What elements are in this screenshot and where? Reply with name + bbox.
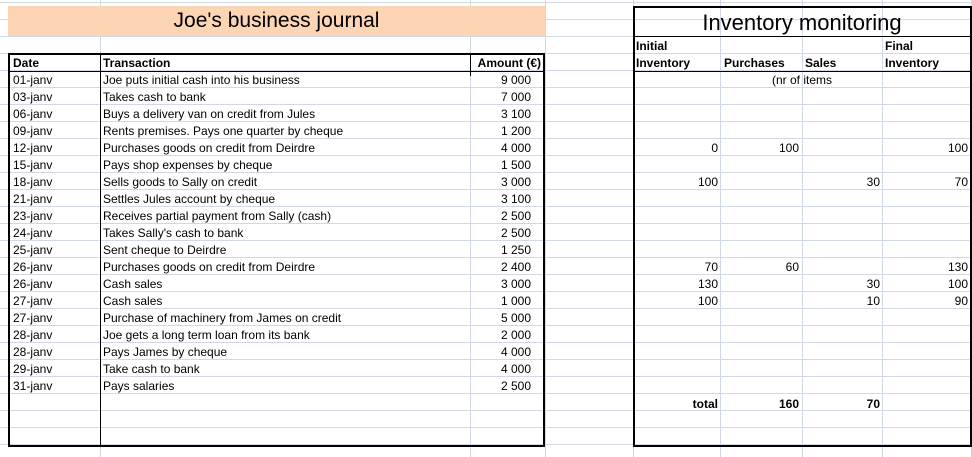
journal-cell-amount[interactable]: 2 500 (500, 379, 531, 393)
inventory-cell-initial[interactable]: 100 (697, 294, 718, 308)
journal-cell-amount[interactable]: 3 000 (500, 277, 531, 291)
inventory-cell-final[interactable]: 70 (954, 175, 968, 189)
journal-cell-date[interactable]: 26-janv (13, 277, 53, 291)
journal-cell-date[interactable]: 21-janv (13, 192, 53, 206)
inventory-header-initial-top[interactable]: Initial (636, 39, 668, 53)
inventory-cell-final[interactable]: 100 (947, 141, 968, 155)
journal-cell-amount[interactable]: 1 250 (500, 243, 531, 257)
journal-cell-transaction[interactable]: Take cash to bank (103, 362, 200, 376)
journal-cell-amount[interactable]: 4 000 (500, 345, 531, 359)
journal-cell-date[interactable]: 15-janv (13, 158, 53, 172)
journal-cell-amount[interactable]: 1 500 (500, 158, 531, 172)
inventory-cell-sales[interactable]: 10 (866, 294, 880, 308)
journal-header-transaction[interactable]: Transaction (103, 56, 171, 70)
journal-cell-date[interactable]: 29-janv (13, 362, 53, 376)
journal-cell-amount[interactable]: 2 000 (500, 328, 531, 342)
journal-column-divider-date (100, 54, 101, 446)
journal-cell-transaction[interactable]: Cash sales (103, 277, 163, 291)
inventory-cell-initial[interactable]: 130 (697, 277, 718, 291)
journal-cell-amount[interactable]: 4 000 (500, 141, 531, 155)
journal-title-background (8, 6, 545, 36)
journal-cell-amount[interactable]: 3 100 (500, 192, 531, 206)
journal-cell-amount[interactable]: 3 100 (500, 107, 531, 121)
inventory-cell-final[interactable]: 100 (947, 277, 968, 291)
journal-cell-date[interactable]: 09-janv (13, 124, 53, 138)
journal-cell-date[interactable]: 01-janv (13, 73, 53, 87)
journal-cell-amount[interactable]: 2 400 (500, 260, 531, 274)
journal-cell-amount[interactable]: 9 000 (500, 73, 531, 87)
journal-cell-transaction[interactable]: Pays James by cheque (103, 345, 228, 359)
inventory-cell-final[interactable]: 90 (954, 294, 968, 308)
journal-cell-amount[interactable]: 2 500 (500, 209, 531, 223)
journal-cell-transaction[interactable]: Joe gets a long term loan from its bank (103, 328, 310, 342)
journal-cell-date[interactable]: 27-janv (13, 311, 53, 325)
inventory-cell-initial[interactable]: 100 (697, 175, 718, 189)
journal-cell-date[interactable]: 31-janv (13, 379, 53, 393)
journal-cell-transaction[interactable]: Receives partial payment from Sally (cas… (103, 209, 332, 223)
journal-cell-transaction[interactable]: Cash sales (103, 294, 163, 308)
journal-cell-amount[interactable]: 1 200 (500, 124, 531, 138)
journal-cell-date[interactable]: 03-janv (13, 90, 53, 104)
inventory-cell-purchases[interactable]: 100 (778, 141, 799, 155)
inventory-unit-note: (nr of items (771, 73, 832, 87)
journal-cell-transaction[interactable]: Sent cheque to Deirdre (103, 243, 227, 257)
journal-cell-amount[interactable]: 1 000 (500, 294, 531, 308)
journal-cell-amount[interactable]: 7 000 (500, 90, 531, 104)
inventory-title: Inventory monitoring (702, 10, 902, 35)
inventory-header-initial[interactable]: Inventory (636, 56, 691, 70)
journal-cell-transaction[interactable]: Buys a delivery van on credit from Jules (103, 107, 316, 121)
journal-header-amount[interactable]: Amount (€) (477, 56, 541, 70)
journal-cell-transaction[interactable]: Purchases goods on credit from Deirdre (103, 260, 316, 274)
journal-cell-transaction[interactable]: Rents premises. Pays one quarter by cheq… (103, 124, 344, 138)
inventory-total-purchases[interactable]: 160 (778, 397, 799, 411)
inventory-total-sales[interactable]: 70 (866, 397, 880, 411)
journal-cell-date[interactable]: 18-janv (13, 175, 53, 189)
journal-header-underline (9, 71, 544, 72)
journal-cell-transaction[interactable]: Purchases goods on credit from Deirdre (103, 141, 316, 155)
journal-cell-date[interactable]: 23-janv (13, 209, 53, 223)
journal-cell-date[interactable]: 06-janv (13, 107, 53, 121)
journal-cell-date[interactable]: 26-janv (13, 260, 53, 274)
inventory-total-label[interactable]: total (692, 397, 718, 411)
journal-cell-transaction[interactable]: Pays shop expenses by cheque (103, 158, 273, 172)
inventory-cell-final[interactable]: 130 (947, 260, 968, 274)
journal-cell-amount[interactable]: 4 000 (500, 362, 531, 376)
journal-column-divider-amount-header (470, 54, 471, 76)
inventory-title-underline (634, 36, 971, 37)
inventory-header-final-top[interactable]: Final (885, 39, 914, 53)
inventory-cell-initial[interactable]: 0 (711, 141, 718, 155)
journal-cell-transaction[interactable]: Takes Sally's cash to bank (103, 226, 244, 240)
journal-title: Joe's business journal (173, 9, 380, 32)
inventory-cell-sales[interactable]: 30 (866, 277, 880, 291)
journal-cell-date[interactable]: 27-janv (13, 294, 53, 308)
journal-cell-transaction[interactable]: Sells goods to Sally on credit (103, 175, 258, 189)
journal-cell-transaction[interactable]: Purchase of machinery from James on cred… (103, 311, 342, 325)
journal-cell-amount[interactable]: 3 000 (500, 175, 531, 189)
journal-cell-amount[interactable]: 2 500 (500, 226, 531, 240)
journal-cell-transaction[interactable]: Takes cash to bank (103, 90, 206, 104)
journal-cell-date[interactable]: 25-janv (13, 243, 53, 257)
inventory-cell-purchases[interactable]: 60 (785, 260, 799, 274)
journal-cell-transaction[interactable]: Settles Jules account by cheque (103, 192, 276, 206)
inventory-header-final[interactable]: Inventory (885, 56, 940, 70)
inventory-cell-sales[interactable]: 30 (866, 175, 880, 189)
inventory-header-purchases[interactable]: Purchases (724, 56, 785, 70)
journal-cell-transaction[interactable]: Joe puts initial cash into his business (103, 73, 300, 87)
journal-cell-date[interactable]: 12-janv (13, 141, 53, 155)
inventory-header-underline (634, 71, 971, 72)
journal-cell-amount[interactable]: 5 000 (500, 311, 531, 325)
journal-header-date[interactable]: Date (13, 56, 40, 70)
inventory-cell-initial[interactable]: 70 (704, 260, 718, 274)
journal-cell-transaction[interactable]: Pays salaries (103, 379, 175, 393)
journal-cell-date[interactable]: 24-janv (13, 226, 53, 240)
inventory-header-sales[interactable]: Sales (805, 56, 837, 70)
journal-cell-date[interactable]: 28-janv (13, 345, 53, 359)
journal-cell-date[interactable]: 28-janv (13, 328, 53, 342)
